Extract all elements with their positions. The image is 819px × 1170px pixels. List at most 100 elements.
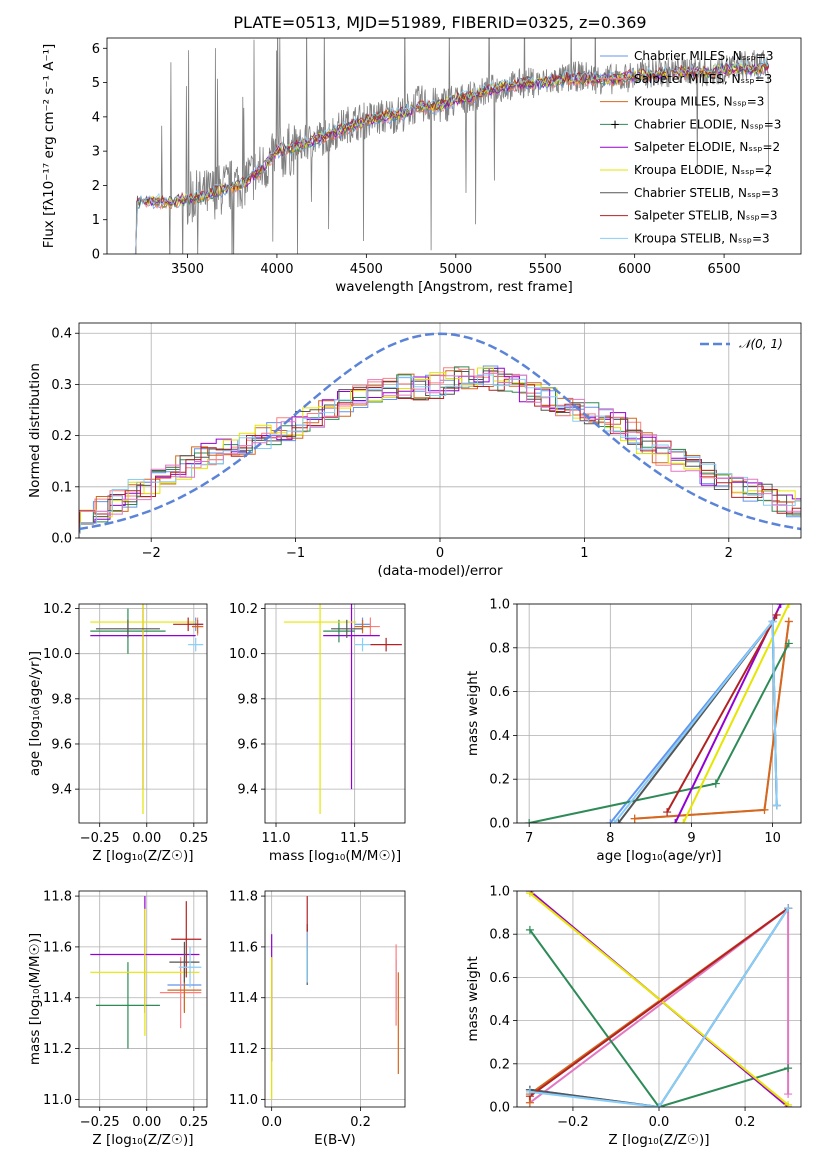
residual-histogram: [79, 374, 801, 534]
errorbar-point: [323, 604, 380, 790]
y-tick-label: 11.4: [43, 991, 72, 1006]
x-tick-label: 6000: [618, 262, 651, 277]
panel-mass_vs_EBV: 0.0 0.2 11.0 11.2 11.4 11.6 11.8 E(B-V): [229, 890, 406, 1148]
errorbar-point: [323, 619, 355, 643]
model-spectrum: [133, 64, 770, 254]
y-axis-label: Flux [fλ10⁻¹⁷ erg cm⁻² s⁻¹ A⁻¹]: [41, 44, 57, 249]
x-tick-label: 7: [525, 831, 533, 846]
weight-layer: [525, 604, 793, 823]
errorbar-point: [331, 619, 363, 638]
legend-label: Chabrier STELIB, Nₛₛₚ=3: [634, 186, 779, 200]
model-spectrum: [133, 62, 770, 254]
panel-age_vs_mass: 11.0 11.5 9.4 9.6 9.8 10.0 10.2 mass [log₁₀(M/M…: [229, 602, 406, 864]
legend-label: Kroupa STELIB, Nₛₛₚ=3: [634, 231, 770, 245]
x-tick-label: 0.25: [179, 831, 208, 846]
weight-marker: [606, 819, 615, 823]
weight-marker: [679, 819, 688, 823]
y-tick-label: 0.8: [489, 641, 510, 656]
legend-label: Salpeter ELODIE, Nₛₛₚ=2: [634, 140, 780, 154]
x-tick-label: −0.2: [557, 1115, 589, 1130]
weight-marker: [784, 639, 793, 648]
axes-frame: [78, 322, 802, 539]
errorbar-point: [90, 604, 196, 814]
errorbar-point: [191, 619, 204, 634]
y-tick-label: 0.0: [51, 532, 72, 547]
panel-residuals: −2 −1 0 1 2 0.0 0.1 0.2 0.3 0.4 (data-model)/error…: [27, 322, 802, 579]
x-tick-label: 0.00: [132, 1115, 161, 1130]
legend-label: 𝒩(0, 1): [739, 337, 783, 351]
axes-frame: [78, 603, 208, 824]
y-tick-label: 9.6: [237, 737, 258, 752]
weight-marker: [525, 891, 534, 898]
panel-spectrum: 3500 4000 4500 5000 5500 6000 6500 0 1 2 3 4 5 6 wavel…: [41, 37, 802, 295]
y-tick-label: 0.6: [489, 971, 510, 986]
x-tick-label: 8: [606, 831, 614, 846]
model-spectrum: [133, 62, 769, 254]
axes-frame: [264, 603, 406, 824]
weight-marker: [610, 819, 619, 823]
residual-histogram: [79, 370, 801, 534]
panel-mass_weight_vs_Z: −0.2 0.0 0.2 0.0 0.2 0.4 0.6 0.8 1.0 Z [log₁₀(Z/Z…: [465, 885, 802, 1148]
weight-marker: [760, 805, 769, 814]
y-tick-label: 1.0: [489, 885, 510, 900]
x-tick-label: 11.0: [262, 831, 291, 846]
y-tick-label: 4: [92, 110, 100, 125]
errorbar-point: [354, 637, 371, 652]
x-tick-label: 10: [764, 831, 781, 846]
x-tick-label: 0.2: [735, 1115, 756, 1130]
y-tick-label: 0.8: [489, 928, 510, 943]
x-tick-label: 1: [580, 546, 588, 561]
model-spectrum: [133, 62, 769, 254]
x-tick-label: 3500: [171, 262, 204, 277]
weight-marker: [525, 925, 534, 934]
errorbar-point: [173, 617, 204, 632]
axes-frame: [516, 603, 802, 824]
model-spectrum: [133, 62, 770, 254]
x-tick-label: −2: [142, 546, 161, 561]
weight-line: [529, 907, 789, 1107]
x-tick-label: 5500: [529, 262, 562, 277]
legend-label: Kroupa MILES, Nₛₛₚ=3: [634, 95, 764, 109]
x-tick-label: 0.0: [261, 1115, 282, 1130]
weight-marker: [525, 1087, 534, 1096]
y-tick-label: 0.2: [489, 1057, 510, 1072]
axes-frame: [106, 37, 802, 255]
weight-line: [529, 892, 789, 1106]
residual-histogram: [79, 367, 801, 534]
x-tick-label: −1: [286, 546, 305, 561]
x-tick-label: 0.25: [179, 1115, 208, 1130]
legend: 𝒩(0, 1): [700, 337, 783, 351]
x-axis-label: Z [log₁₀(Z/Z☉)]: [608, 1132, 709, 1148]
errorbar-point: [95, 962, 160, 1049]
legend-marker: +: [610, 117, 620, 131]
normal-curve: [79, 332, 801, 531]
y-tick-label: 0.4: [489, 1014, 510, 1029]
y-tick-label: 3: [92, 145, 100, 160]
y-tick-label: 10.0: [229, 647, 258, 662]
y-axis-label: mass weight: [465, 671, 481, 756]
panel-mass_vs_Z: −0.25 0.00 0.25 11.0 11.2 11.4 11.6 11.8 Z [log₁…: [27, 890, 208, 1148]
panel-mass_weight_vs_age: 7 8 9 10 0.0 0.2 0.4 0.6 0.8 1.0 age [log₁₀(age/yr…: [465, 598, 802, 864]
y-tick-label: 0.2: [489, 773, 510, 788]
y-tick-label: 11.0: [229, 1093, 258, 1108]
hist-layer: [79, 332, 801, 534]
x-axis-label: wavelength [Angstrom, rest frame]: [335, 279, 573, 295]
figure-title: PLATE=0513, MJD=51989, FIBERID=0325, z=0…: [233, 13, 646, 32]
weight-marker: [711, 779, 720, 788]
y-tick-label: 5: [92, 76, 100, 91]
x-tick-label: 2: [725, 546, 733, 561]
y-tick-label: 11.2: [229, 1042, 258, 1057]
y-tick-label: 11.6: [43, 940, 72, 955]
errorbar-point: [283, 604, 357, 814]
weight-marker: [784, 604, 793, 608]
errorbar-layer: [90, 604, 204, 814]
weight-marker: [784, 1100, 793, 1107]
y-tick-label: 0.3: [51, 378, 72, 393]
y-tick-label: 1: [92, 213, 100, 228]
x-tick-label: 0.00: [132, 831, 161, 846]
y-tick-label: 9.4: [237, 783, 258, 798]
errorbar-point: [188, 637, 204, 652]
x-tick-label: 4500: [350, 262, 383, 277]
errorbar-point: [90, 908, 200, 1036]
